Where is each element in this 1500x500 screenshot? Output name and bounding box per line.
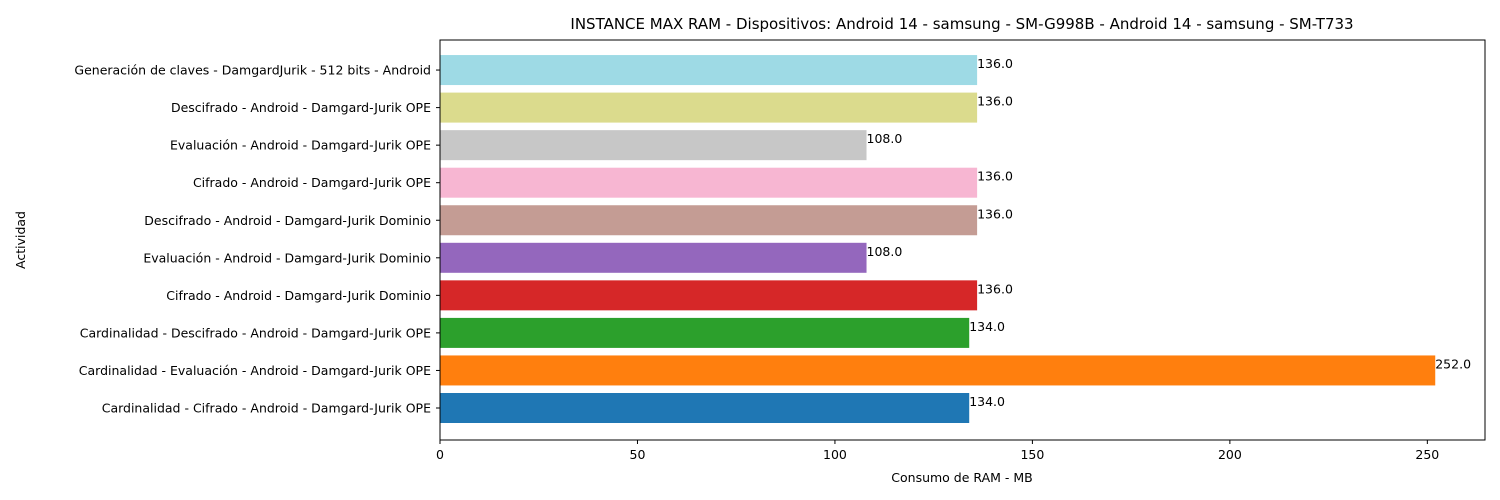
bar [440,280,978,311]
y-tick-label: Evaluación - Android - Damgard-Jurik Dom… [143,250,431,265]
data-label: 134.0 [969,319,1005,334]
x-tick-label: 250 [1415,447,1439,462]
axes-frame [439,39,1486,441]
data-labels: 134.0 252.0 134.0 136.0 108.0 136.0 136.0 108.0… [867,56,1472,409]
x-tick-label: 150 [1020,447,1044,462]
y-tick-label: Cifrado - Android - Damgard-Jurik OPE [193,175,431,190]
data-label: 136.0 [977,56,1013,71]
y-tick-label: Evaluación - Android - Damgard-Jurik OPE [170,138,431,153]
y-tick-label: Cardinalidad - Cifrado - Android - Damga… [102,401,431,416]
chart-title: INSTANCE MAX RAM - Dispositivos: Android… [570,15,1353,33]
x-tick-label: 100 [823,447,847,462]
data-label: 136.0 [977,206,1013,221]
bar [440,317,970,348]
bar [440,242,867,273]
y-tick-label: Cifrado - Android - Damgard-Jurik Domini… [166,288,431,303]
data-label: 136.0 [977,281,1013,296]
data-label: 134.0 [969,394,1005,409]
data-label: 108.0 [867,131,903,146]
x-axis-label: Consumo de RAM - MB [891,470,1032,485]
bar [440,167,978,198]
y-tick-label: Cardinalidad - Evaluación - Android - Da… [79,363,431,378]
bar [440,92,978,123]
bars-group [440,55,1436,423]
x-tick-label: 200 [1218,447,1242,462]
y-tick-label: Cardinalidad - Descifrado - Android - Da… [80,325,431,340]
bar [440,355,1436,386]
y-tick-label: Generación de claves - DamgardJurik - 51… [74,63,431,78]
y-tick-labels: Cardinalidad - Cifrado - Android - Damga… [74,63,440,416]
x-ticks: 0 50 100 150 200 250 [436,440,1439,462]
data-label: 108.0 [867,244,903,259]
y-axis-label: Actividad [13,211,28,269]
data-label: 252.0 [1435,356,1471,371]
bar [440,130,867,161]
x-tick-label: 0 [436,447,444,462]
data-label: 136.0 [977,94,1013,109]
data-label: 136.0 [977,169,1013,184]
bar [440,393,970,423]
y-tick-label: Descifrado - Android - Damgard-Jurik OPE [171,100,431,115]
bar [440,55,978,86]
x-tick-label: 50 [630,447,646,462]
bar [440,205,978,236]
y-tick-label: Descifrado - Android - Damgard-Jurik Dom… [144,213,431,228]
